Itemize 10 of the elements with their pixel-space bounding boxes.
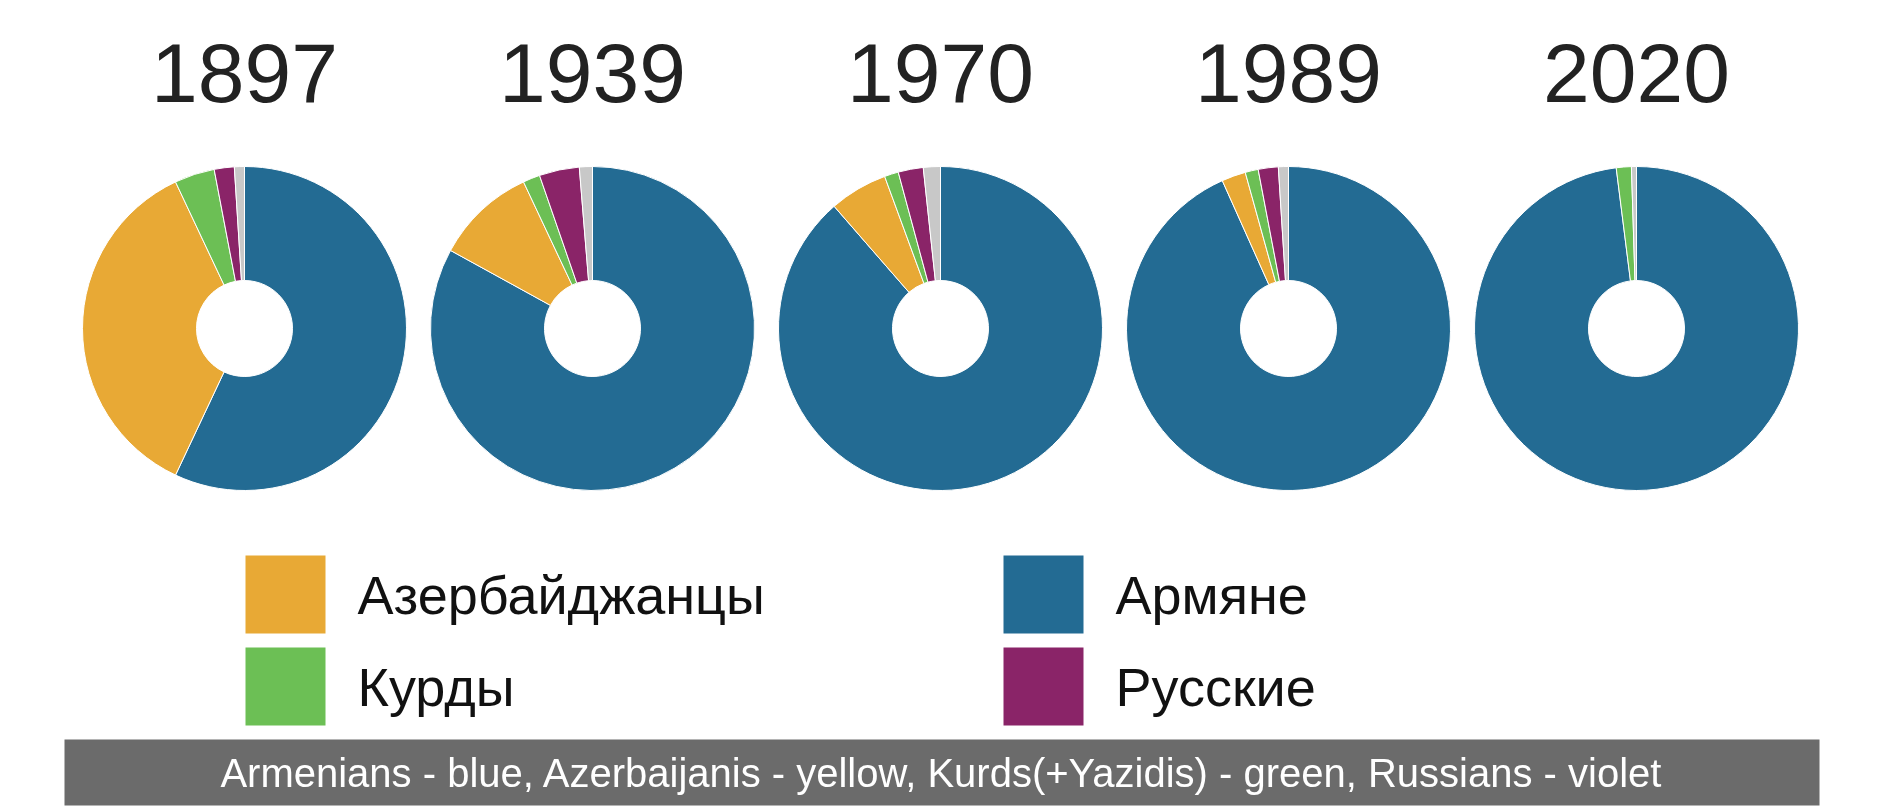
chart-title: 1970 [847, 25, 1034, 120]
legend-label: Курды [357, 656, 515, 717]
chart-title: 1939 [499, 25, 686, 120]
legend-label: Армяне [1115, 564, 1308, 625]
chart-title: 1897 [151, 25, 338, 120]
legend-label: Русские [1115, 656, 1316, 717]
chart-title: 1989 [1195, 25, 1382, 120]
legend-label: Азербайджанцы [357, 564, 765, 625]
text: Armenians - blue, Azerbaijanis - yellow, Kurds(+Yazidis) - green, Russians - violet [220, 750, 1662, 795]
chart-title: 2020 [1543, 25, 1730, 120]
